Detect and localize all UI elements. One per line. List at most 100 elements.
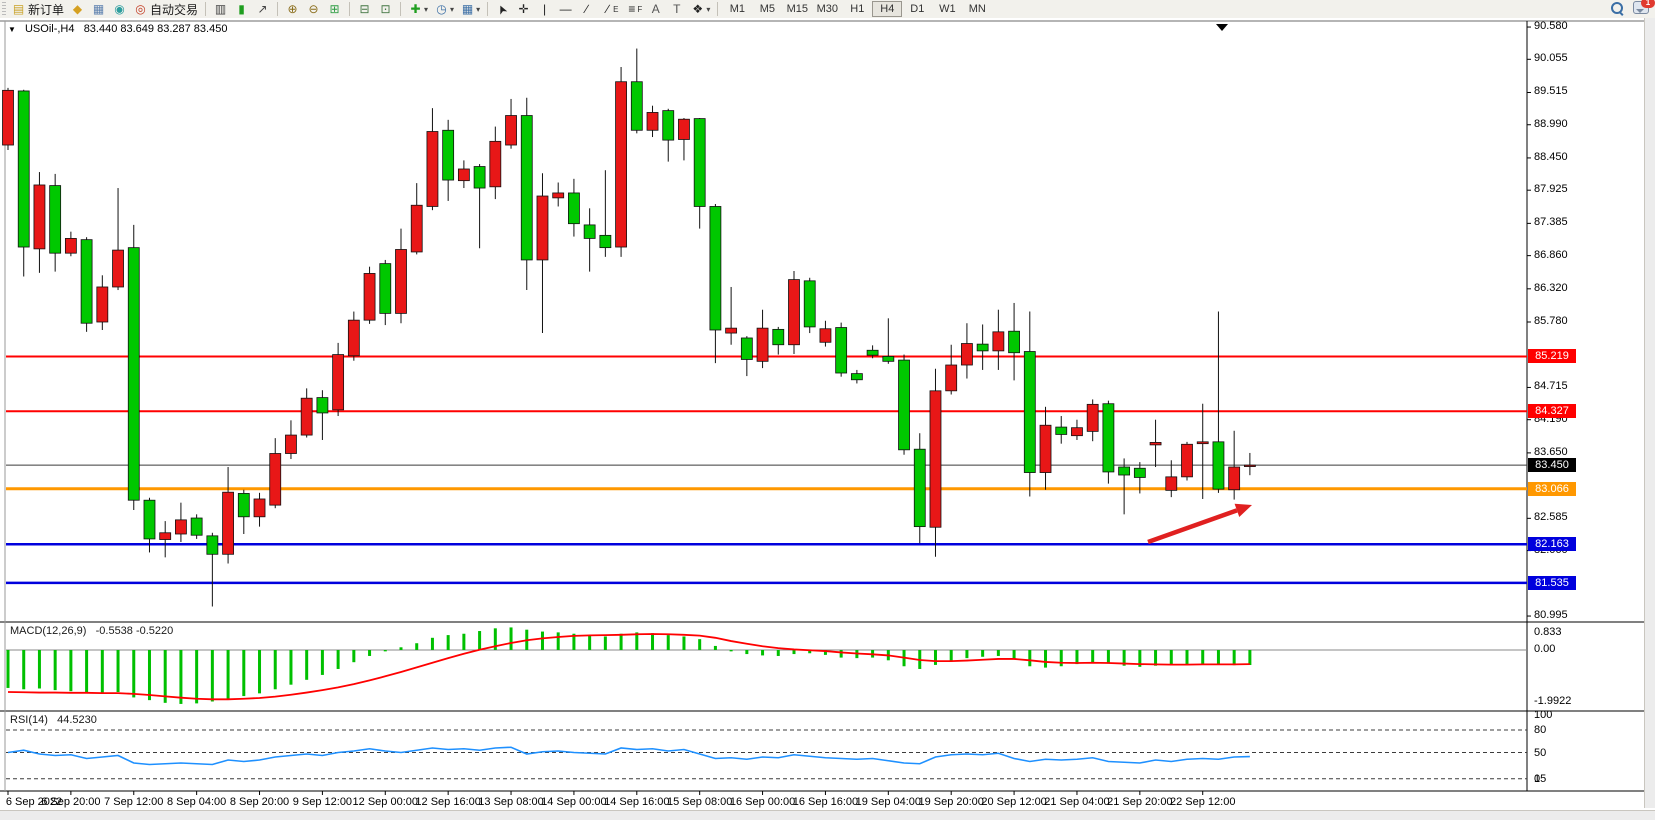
candle-body[interactable] (976, 343, 989, 352)
candle-body[interactable] (285, 434, 297, 454)
candle-body[interactable] (583, 224, 596, 239)
text-label-icon[interactable]: T (673, 1, 681, 16)
candle-body[interactable] (961, 343, 973, 366)
chat-icon[interactable]: 1 (1633, 0, 1655, 14)
candle-body[interactable] (1039, 424, 1052, 473)
candle-body[interactable] (520, 115, 533, 261)
candle-body[interactable] (709, 206, 722, 331)
candle-body[interactable] (788, 279, 800, 346)
timeframe-button-H1[interactable]: H1 (850, 3, 865, 15)
timeframe-button-H4[interactable]: H4 (872, 1, 903, 17)
candle-body[interactable] (1243, 464, 1256, 467)
candle-body[interactable] (473, 166, 486, 189)
templates-icon[interactable]: ▦ ▾ (461, 1, 481, 16)
cursor-icon[interactable]: ➤ (493, 1, 511, 17)
candle-body[interactable] (253, 498, 266, 518)
candle-body[interactable] (1118, 466, 1131, 476)
trend-arrow-line[interactable] (1147, 508, 1238, 545)
timeframe-button-D1[interactable]: D1 (910, 3, 925, 15)
search-icon[interactable] (1611, 1, 1624, 16)
bar-chart-icon[interactable]: ▥ (214, 1, 227, 16)
candle-body[interactable] (693, 118, 706, 207)
candle-body[interactable] (426, 131, 439, 207)
candle-body[interactable] (803, 280, 816, 328)
candle-body[interactable] (1196, 441, 1209, 445)
candle-body[interactable] (112, 249, 124, 288)
candle-body[interactable] (175, 519, 187, 535)
candle-body[interactable] (1023, 351, 1036, 473)
text-icon[interactable]: A (651, 1, 660, 16)
package-icon[interactable]: ◆ (72, 1, 83, 16)
arrows-icon[interactable]: ❖ ▾ (692, 1, 711, 16)
candle-body[interactable] (442, 129, 455, 181)
autotrade-button[interactable]: ◎ 自动交易 (135, 1, 199, 17)
candle-body[interactable] (2, 89, 14, 146)
new-order-button[interactable]: ▤ 新订单 (12, 1, 65, 17)
candle-body[interactable] (1133, 467, 1146, 478)
candlestick-chart-icon[interactable]: ▮ (238, 1, 245, 16)
candle-body[interactable] (835, 327, 848, 374)
candle-body[interactable] (222, 491, 234, 555)
candle-body[interactable] (300, 397, 313, 436)
candle-body[interactable] (756, 327, 769, 362)
candle-body[interactable] (536, 195, 549, 261)
candle-body[interactable] (1165, 476, 1178, 491)
timeframe-button-M30[interactable]: M30 (816, 3, 839, 15)
candle-body[interactable] (1071, 427, 1083, 437)
candle-body[interactable] (929, 390, 942, 528)
candle-body[interactable] (662, 110, 675, 141)
candle-body[interactable] (725, 327, 738, 334)
one-click-trading-toggle[interactable]: ▼ (8, 25, 16, 34)
candle-body[interactable] (1008, 330, 1020, 354)
candle-body[interactable] (599, 234, 612, 249)
candle-body[interactable] (159, 532, 172, 540)
candle-body[interactable] (992, 331, 1005, 352)
candle-body[interactable] (395, 249, 407, 314)
candle-body[interactable] (489, 140, 502, 188)
candle-body[interactable] (772, 328, 785, 346)
candle-body[interactable] (64, 238, 77, 254)
timeframe-button-M5[interactable]: M5 (759, 3, 775, 15)
candle-body[interactable] (913, 448, 926, 528)
candle-body[interactable] (945, 364, 958, 392)
candle-body[interactable] (143, 499, 156, 540)
trend-arrow-head[interactable] (1234, 503, 1252, 517)
candle-body[interactable] (332, 354, 345, 411)
candle-body[interactable] (1228, 466, 1241, 491)
chart-shift-marker[interactable] (1216, 24, 1228, 31)
candle-body[interactable] (1212, 441, 1225, 490)
channel-icon[interactable]: ∕ E (606, 1, 619, 16)
candle-body[interactable] (96, 286, 109, 323)
candle-body[interactable] (1149, 442, 1162, 446)
candle-body[interactable] (819, 328, 832, 343)
candle-body[interactable] (568, 192, 580, 225)
candle-body[interactable] (1086, 403, 1099, 432)
candle-body[interactable] (740, 337, 753, 360)
tile-windows-icon[interactable]: ⊞ (329, 1, 340, 16)
zoom-in-icon[interactable]: ⊕ (287, 1, 298, 16)
candle-body[interactable] (615, 81, 627, 248)
print-icon[interactable]: ▦ (92, 1, 105, 16)
periods-clock-icon[interactable]: ◷ ▾ (436, 1, 455, 16)
candle-body[interactable] (269, 453, 282, 506)
candle-body[interactable] (898, 359, 910, 451)
candle-body[interactable] (379, 263, 392, 314)
candle-body[interactable] (1055, 426, 1068, 435)
candle-body[interactable] (347, 319, 360, 357)
horizontal-line-icon[interactable]: — (559, 1, 572, 16)
candle-body[interactable] (505, 115, 517, 146)
candle-body[interactable] (206, 535, 219, 555)
trendline-icon[interactable]: ∕ (585, 1, 588, 16)
chart-window[interactable]: ▼ USOil-,H4 83.440 83.649 83.287 83.450 … (0, 18, 1655, 820)
candle-body[interactable] (552, 192, 565, 199)
candle-body[interactable] (49, 185, 62, 254)
candle-body[interactable] (237, 493, 250, 518)
candle-body[interactable] (410, 204, 423, 253)
indicators-window-icon[interactable]: ⊟ (359, 1, 370, 16)
broadcast-icon[interactable]: ◉ (114, 1, 125, 16)
candle-body[interactable] (1102, 403, 1115, 473)
add-indicator-icon[interactable]: ✚ ▾ (410, 1, 429, 16)
fibonacci-icon[interactable]: ≡ F (628, 1, 643, 16)
timeframe-button-M1[interactable]: M1 (729, 3, 745, 15)
candle-body[interactable] (363, 273, 376, 321)
